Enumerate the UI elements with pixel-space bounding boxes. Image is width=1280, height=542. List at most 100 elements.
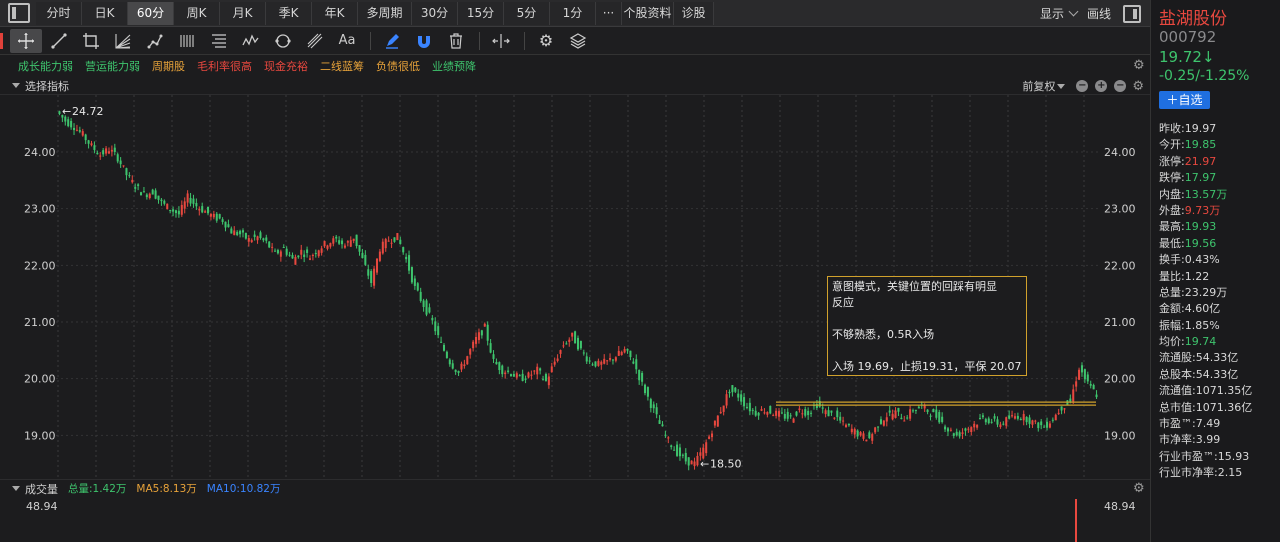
- candle-body: [317, 250, 320, 257]
- candle-body: [364, 254, 367, 265]
- quote-row: 昨收:19.97: [1159, 120, 1279, 136]
- trade-note[interactable]: 意图模式，关键位置的回踩有明显 反应 不够熟悉，0.5R入场 入场 19.69，止…: [827, 276, 1027, 376]
- period-tab-4[interactable]: 月K: [220, 1, 266, 25]
- crosshair-tool-icon[interactable]: [10, 28, 42, 53]
- add-watchlist-button[interactable]: ＋自选: [1159, 91, 1210, 109]
- candle-body: [562, 345, 565, 347]
- stock-tag[interactable]: 周期股: [152, 60, 185, 73]
- zoom-out-icon[interactable]: −: [1076, 80, 1089, 92]
- candle-body: [944, 426, 947, 430]
- layout-toggle-icon[interactable]: [8, 3, 30, 23]
- stock-tag[interactable]: 负债很低: [376, 60, 420, 73]
- period-tab-1[interactable]: 日K: [82, 1, 128, 25]
- candle-body: [209, 214, 212, 217]
- trash-tool-icon[interactable]: [441, 29, 471, 53]
- stock-tag[interactable]: 现金充裕: [264, 60, 308, 73]
- collapse-caret-icon[interactable]: [12, 83, 20, 88]
- candle-body: [90, 143, 93, 146]
- candle-body: [941, 416, 944, 423]
- period-tab-13[interactable]: 个股资料: [622, 1, 674, 25]
- close-icon[interactable]: −: [1114, 80, 1127, 92]
- period-tab-7[interactable]: 多周期: [358, 1, 412, 25]
- quote-row: 均价:19.74: [1159, 333, 1279, 349]
- period-tab-10[interactable]: 5分: [504, 1, 550, 25]
- period-tab-3[interactable]: 周K: [174, 1, 220, 25]
- display-menu[interactable]: 显示: [1040, 5, 1079, 22]
- crop-tool-icon[interactable]: [76, 29, 106, 53]
- magnet-tool-icon[interactable]: [409, 29, 439, 53]
- indicator-select[interactable]: 选择指标: [25, 79, 69, 93]
- stock-tag[interactable]: 成长能力弱: [18, 60, 73, 73]
- period-tab-2[interactable]: 60分: [128, 1, 174, 25]
- line-segment-tool-icon[interactable]: [44, 29, 74, 53]
- candle-body: [842, 420, 845, 422]
- draw-line-button[interactable]: 画线: [1087, 7, 1112, 21]
- candle-body: [693, 461, 696, 467]
- candle-body: [981, 415, 984, 418]
- zoom-in-icon[interactable]: +: [1095, 80, 1108, 92]
- period-tab-5[interactable]: 季K: [266, 1, 312, 25]
- candle-body: [743, 397, 746, 407]
- candle-body: [789, 415, 792, 417]
- quote-value: 7.49: [1195, 417, 1221, 431]
- candlestick-chart[interactable]: 24.00 24.00 23.00 23.00 22.00 22.00 21.00 21.00…: [0, 95, 1150, 479]
- candle-body: [1051, 419, 1054, 421]
- period-tab-8[interactable]: 30分: [412, 1, 458, 25]
- panel-toggle-icon[interactable]: [1123, 4, 1142, 23]
- candle-body: [763, 412, 766, 414]
- drawing-toolbar: Aa ⚙: [0, 27, 1150, 55]
- fibonacci-tool-icon[interactable]: [204, 29, 234, 53]
- period-tab-9[interactable]: 15分: [458, 1, 504, 25]
- candle-body: [442, 344, 446, 351]
- volume-ma5: MA5:8.13万: [136, 483, 197, 495]
- candle-body: [1022, 414, 1025, 421]
- settings-gear-icon[interactable]: ⚙: [538, 31, 554, 50]
- fan-tool-icon[interactable]: [108, 29, 138, 53]
- stock-tag[interactable]: 毛利率很高: [197, 60, 252, 73]
- candle-body: [346, 241, 349, 243]
- collapse-caret-icon[interactable]: [12, 486, 20, 491]
- period-tab-6[interactable]: 年K: [312, 1, 358, 25]
- toolbar-divider: [524, 31, 525, 50]
- y-tick-label-left: 24.00: [24, 146, 56, 159]
- range-tool-icon[interactable]: [486, 29, 516, 53]
- candle-body: [670, 445, 673, 447]
- candle-body: [1025, 416, 1028, 423]
- volume-chart[interactable]: 48.94 48.94: [0, 497, 1150, 542]
- candle-body: [664, 434, 667, 436]
- candle-body: [550, 366, 553, 373]
- chevron-down-icon[interactable]: [1057, 83, 1066, 89]
- candle-body: [253, 234, 256, 237]
- candle-body: [1054, 414, 1057, 421]
- pen-tool-icon[interactable]: [377, 29, 407, 53]
- period-tab-11[interactable]: 1分: [550, 1, 596, 25]
- candle-body: [501, 365, 504, 375]
- period-tab-0[interactable]: 分时: [36, 1, 82, 25]
- adjust-mode-select[interactable]: 前复权: [1022, 80, 1056, 93]
- volume-gear-icon[interactable]: ⚙: [1133, 481, 1145, 496]
- candle-body: [431, 317, 434, 321]
- candle-body: [297, 255, 300, 258]
- candle-body: [96, 152, 99, 155]
- gann-tool-icon[interactable]: [300, 29, 330, 53]
- cycle-tool-icon[interactable]: [268, 29, 298, 53]
- candle-body: [384, 239, 387, 249]
- candle-body: [952, 433, 955, 436]
- path-tool-icon[interactable]: [140, 29, 170, 53]
- candle-body: [914, 409, 917, 411]
- stock-tag[interactable]: 业绩预降: [432, 60, 476, 73]
- chart-gear-icon[interactable]: ⚙: [1132, 78, 1144, 94]
- stock-tag[interactable]: 二线蓝筹: [320, 60, 364, 73]
- toolbar-divider: [479, 31, 480, 50]
- tags-gear-icon[interactable]: ⚙: [1133, 58, 1145, 73]
- period-tab-12[interactable]: ···: [596, 1, 622, 25]
- text-tool-icon[interactable]: Aa: [338, 33, 356, 48]
- candle-body: [227, 224, 230, 228]
- y-tick-label-right: 22.00: [1104, 259, 1136, 272]
- stock-tag[interactable]: 营运能力弱: [85, 60, 140, 73]
- layers-icon[interactable]: [563, 29, 593, 53]
- candle-body: [58, 111, 61, 114]
- wave-tool-icon[interactable]: [236, 29, 266, 53]
- parallel-lines-tool-icon[interactable]: [172, 29, 202, 53]
- period-tab-14[interactable]: 诊股: [674, 1, 714, 25]
